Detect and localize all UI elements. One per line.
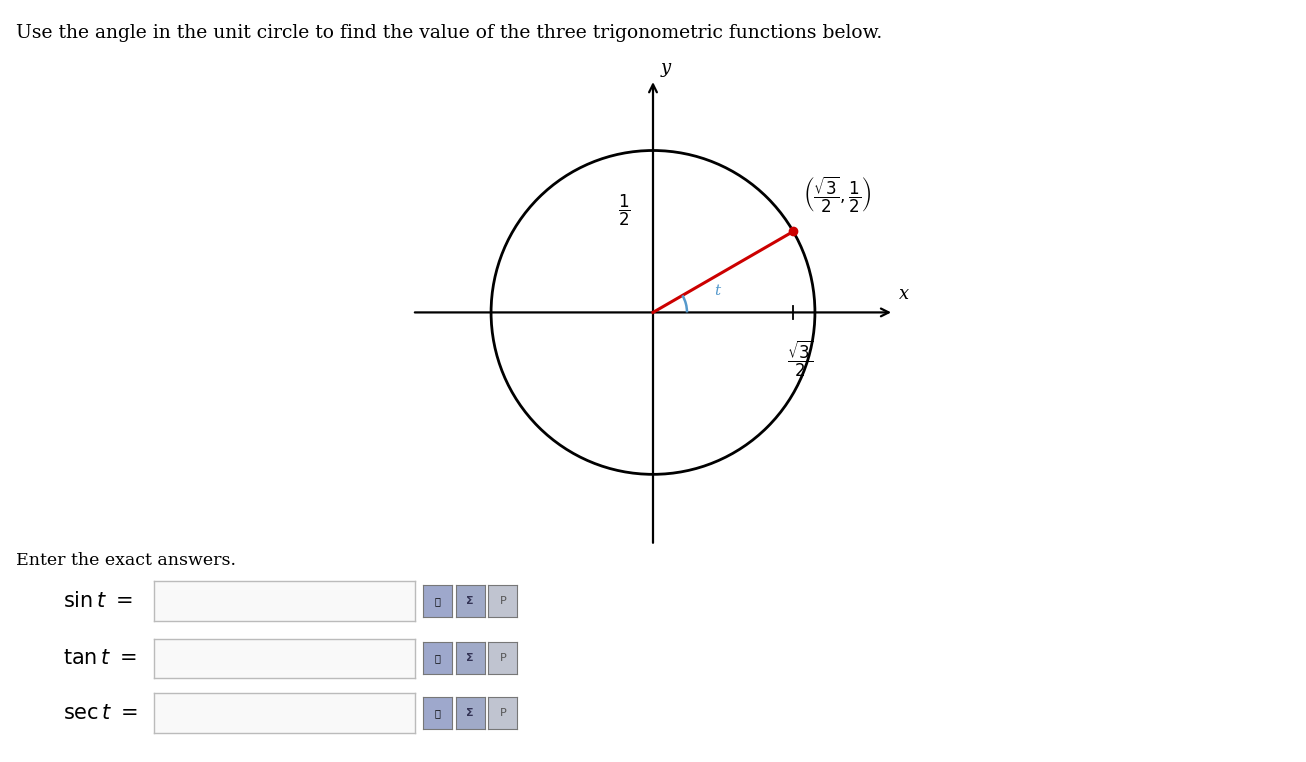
Text: Σ: Σ: [466, 708, 474, 719]
Text: Use the angle in the unit circle to find the value of the three trigonometric fu: Use the angle in the unit circle to find…: [16, 24, 882, 43]
Text: 🔍: 🔍: [435, 653, 440, 664]
Text: P: P: [499, 653, 507, 664]
Text: $\left(\dfrac{\sqrt{3}}{2},\dfrac{1}{2}\right)$: $\left(\dfrac{\sqrt{3}}{2},\dfrac{1}{2}\…: [803, 175, 871, 215]
Text: $\sin t\ =$: $\sin t\ =$: [63, 591, 132, 611]
Text: $\sec t\ =$: $\sec t\ =$: [63, 704, 137, 722]
Text: Enter the exact answers.: Enter the exact answers.: [16, 552, 235, 569]
Text: $\dfrac{1}{2}$: $\dfrac{1}{2}$: [618, 193, 629, 228]
Text: $\dfrac{\sqrt{3}}{2}$: $\dfrac{\sqrt{3}}{2}$: [786, 338, 812, 379]
Text: Σ: Σ: [466, 596, 474, 607]
Text: t: t: [714, 284, 721, 298]
Text: P: P: [499, 596, 507, 607]
Text: $\tan t\ =$: $\tan t\ =$: [63, 649, 137, 668]
Text: P: P: [499, 708, 507, 719]
Text: 🔍: 🔍: [435, 596, 440, 607]
Text: Σ: Σ: [466, 653, 474, 664]
Text: y: y: [661, 59, 671, 77]
Text: x: x: [899, 285, 909, 303]
Text: 🔍: 🔍: [435, 708, 440, 719]
